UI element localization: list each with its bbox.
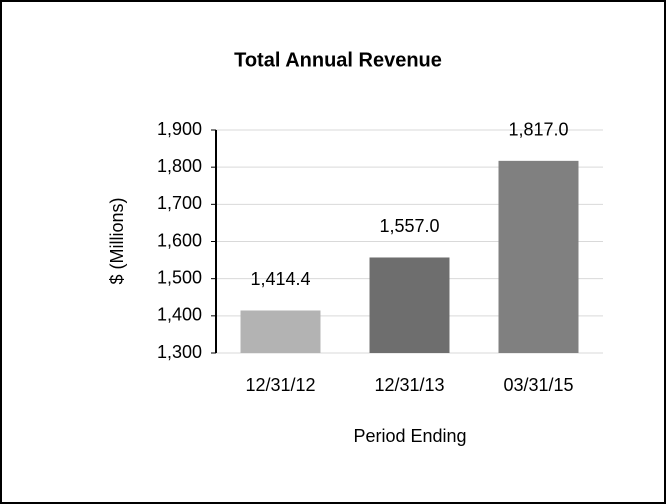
data-label: 1,414.4 — [250, 269, 310, 289]
x-tick-label: 12/31/12 — [245, 375, 315, 395]
y-axis-label: $ (Millions) — [107, 197, 127, 284]
y-tick-label: 1,700 — [157, 193, 202, 213]
y-tick-label: 1,400 — [157, 305, 202, 325]
chart-title: Total Annual Revenue — [234, 49, 442, 71]
y-tick-label: 1,600 — [157, 230, 202, 250]
bar — [240, 310, 321, 353]
data-label: 1,557.0 — [379, 216, 439, 236]
bar — [369, 257, 450, 353]
y-tick-label: 1,300 — [157, 342, 202, 362]
y-tick-label: 1,800 — [157, 156, 202, 176]
x-tick-label: 12/31/13 — [374, 375, 444, 395]
y-tick-label: 1,900 — [157, 119, 202, 139]
y-tick-label: 1,500 — [157, 267, 202, 287]
bar — [498, 160, 579, 353]
x-tick-label: 03/31/15 — [503, 375, 573, 395]
data-label: 1,817.0 — [508, 120, 568, 140]
x-axis-label: Period Ending — [353, 426, 466, 446]
